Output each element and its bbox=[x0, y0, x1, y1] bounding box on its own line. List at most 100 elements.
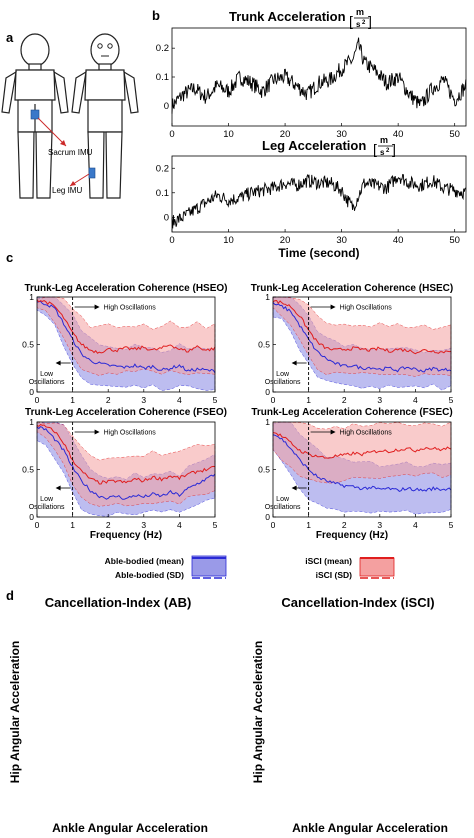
panel-letter-d: d bbox=[6, 588, 14, 603]
panel-letter-c: c bbox=[6, 250, 13, 265]
coherence-chart-hseo: 0 1 2 3 4 5 0 0.5 1 High Oscillations LowOscillati… bbox=[22, 292, 217, 405]
trunk-xtick-label: 0 bbox=[169, 129, 174, 140]
hsec-sd-band-isci bbox=[272, 296, 452, 377]
leg-title: Leg Acceleration m s 2 [ ] bbox=[262, 135, 396, 157]
trunk-xtick-label: 30 bbox=[336, 129, 347, 140]
hsec-xtick-label: 2 bbox=[342, 395, 347, 405]
leg-unit-num: m bbox=[380, 135, 388, 145]
hsec-high-label: High Oscillations bbox=[340, 305, 393, 312]
ci-ab-title: Cancellation-Index (AB) bbox=[45, 595, 192, 610]
trunk-unit-den: s bbox=[356, 20, 361, 29]
trunk-unit-num: m bbox=[356, 7, 364, 17]
hseo-xtick-label: 1 bbox=[70, 395, 75, 405]
fseo-ytick-label: 0.5 bbox=[22, 465, 34, 475]
hseo-xtick-label: 2 bbox=[106, 395, 111, 405]
coherence-chart-fsec: 0 1 2 3 4 5 0 0.5 1 High Oscillations LowOscillati… bbox=[258, 417, 453, 530]
hseo-high-arrowhead bbox=[94, 304, 100, 310]
leg-xtick-label: 30 bbox=[336, 235, 347, 246]
fsec-high-label: High Oscillations bbox=[340, 430, 393, 437]
hseo-title: Trunk-Leg Acceleration Coherence (HSEO) bbox=[24, 283, 227, 294]
fsec-low-label-1: Low bbox=[276, 496, 290, 503]
trunk-ytick-label: 0.1 bbox=[156, 72, 169, 83]
fseo-xtick-label: 3 bbox=[141, 520, 146, 530]
hseo-ytick-label: 1 bbox=[29, 292, 34, 302]
fsec-xtick-label: 3 bbox=[377, 520, 382, 530]
face-features bbox=[97, 43, 113, 57]
fseo-xtick-label: 1 bbox=[70, 520, 75, 530]
ci-ab-ylabel: Hip Angular Acceleration bbox=[8, 641, 22, 783]
fsec-xtick-label: 4 bbox=[413, 520, 418, 530]
legend-sci-mean: iSCI (mean) bbox=[305, 556, 352, 566]
fseo-sd-band-isci bbox=[36, 421, 216, 507]
trunk-xtick-label: 20 bbox=[280, 129, 291, 140]
leg-unit-exp: 2 bbox=[386, 148, 390, 154]
hseo-xtick-label: 5 bbox=[213, 395, 218, 405]
fsec-low-label-2: Oscillations bbox=[265, 504, 301, 511]
leg-xtick-label: 50 bbox=[449, 235, 460, 246]
hseo-mean-line-ab bbox=[36, 300, 216, 374]
ci-sci-title: Cancellation-Index (iSCI) bbox=[281, 595, 434, 610]
sacrum-imu-sensor bbox=[30, 109, 40, 120]
trunk-xtick-label: 50 bbox=[449, 129, 460, 140]
fsec-xlabel: Frequency (Hz) bbox=[316, 530, 388, 541]
trunk-ytick-label: 0.2 bbox=[156, 43, 169, 54]
hseo-mean-line-isci bbox=[36, 299, 216, 354]
fseo-low-label-2: Oscillations bbox=[29, 504, 65, 511]
fseo-mean-line-ab bbox=[36, 425, 216, 500]
trunk-xtick-label: 40 bbox=[393, 129, 404, 140]
trunk-acceleration-chart: 0 10 20 30 40 50 0 0.1 0.2 bbox=[156, 27, 467, 140]
fsec-ytick-label: 0 bbox=[265, 512, 270, 522]
trunk-bracket-l: [ bbox=[349, 13, 353, 29]
ci-sci-xlabel: Ankle Angular Acceleration bbox=[292, 821, 448, 835]
ci-sci-ylabel: Hip Angular Acceleration bbox=[251, 641, 265, 783]
hseo-ytick-label: 0 bbox=[29, 387, 34, 397]
hsec-xtick-label: 4 bbox=[413, 395, 418, 405]
body-figure-front bbox=[71, 33, 139, 199]
leg-xtick-label: 20 bbox=[280, 235, 291, 246]
fseo-title: Trunk-Leg Acceleration Coherence (FSEO) bbox=[25, 407, 227, 418]
fsec-xtick-label: 5 bbox=[449, 520, 454, 530]
hsec-title: Trunk-Leg Acceleration Coherence (HSEC) bbox=[251, 283, 453, 294]
fseo-high-arrowhead bbox=[94, 429, 100, 435]
fseo-high-label: High Oscillations bbox=[104, 430, 157, 437]
leg-bracket-l: [ bbox=[373, 141, 377, 157]
fsec-xtick-label: 1 bbox=[306, 520, 311, 530]
panel-letter-a: a bbox=[6, 30, 14, 45]
fsec-title: Trunk-Leg Acceleration Coherence (FSEC) bbox=[251, 407, 452, 418]
legend-ab-sd: Able-bodied (SD) bbox=[115, 570, 184, 580]
trunk-unit-exp: 2 bbox=[362, 20, 366, 26]
fseo-mean-line-isci bbox=[36, 423, 216, 485]
hseo-xtick-label: 4 bbox=[177, 395, 182, 405]
hsec-low-label-1: Low bbox=[276, 371, 290, 378]
hseo-high-label: High Oscillations bbox=[104, 305, 157, 312]
legend: Able-bodied (mean) Able-bodied (SD) iSCI… bbox=[105, 555, 395, 580]
hsec-low-label-2: Oscillations bbox=[265, 379, 301, 386]
hsec-ytick-label: 0 bbox=[265, 387, 270, 397]
fsec-mean-line-isci bbox=[272, 432, 452, 459]
legend-sci-sd: iSCI (SD) bbox=[316, 570, 353, 580]
fseo-ytick-label: 0 bbox=[29, 512, 34, 522]
hsec-mean-line-ab bbox=[272, 301, 452, 373]
leg-title-text: Leg Acceleration bbox=[262, 138, 366, 153]
trunk-bracket-r: ] bbox=[368, 13, 372, 29]
trunk-xtick-label: 10 bbox=[223, 129, 234, 140]
fsec-mean-line-ab bbox=[272, 434, 452, 492]
fsec-ytick-label: 0.5 bbox=[258, 465, 270, 475]
fsec-xtick-label: 2 bbox=[342, 520, 347, 530]
leg-xtick-label: 0 bbox=[169, 235, 174, 246]
sacrum-imu-label: Sacrum IMU bbox=[48, 148, 93, 157]
leg-series-line bbox=[171, 173, 467, 229]
panel-letter-b: b bbox=[152, 8, 160, 23]
fseo-xlabel: Frequency (Hz) bbox=[90, 530, 162, 541]
fsec-low-arrowhead bbox=[291, 485, 297, 491]
hsec-high-arrowhead bbox=[330, 304, 336, 310]
trunk-ytick-label: 0 bbox=[164, 101, 169, 112]
time-axis-label: Time (second) bbox=[278, 246, 359, 260]
hsec-ytick-label: 0.5 bbox=[258, 340, 270, 350]
sacrum-arrow bbox=[37, 117, 67, 147]
hseo-ytick-label: 0.5 bbox=[22, 340, 34, 350]
leg-acceleration-chart: 0 10 20 30 40 50 0 0.1 0.2 bbox=[156, 155, 467, 246]
hsec-xtick-label: 5 bbox=[449, 395, 454, 405]
hseo-xtick-label: 3 bbox=[141, 395, 146, 405]
